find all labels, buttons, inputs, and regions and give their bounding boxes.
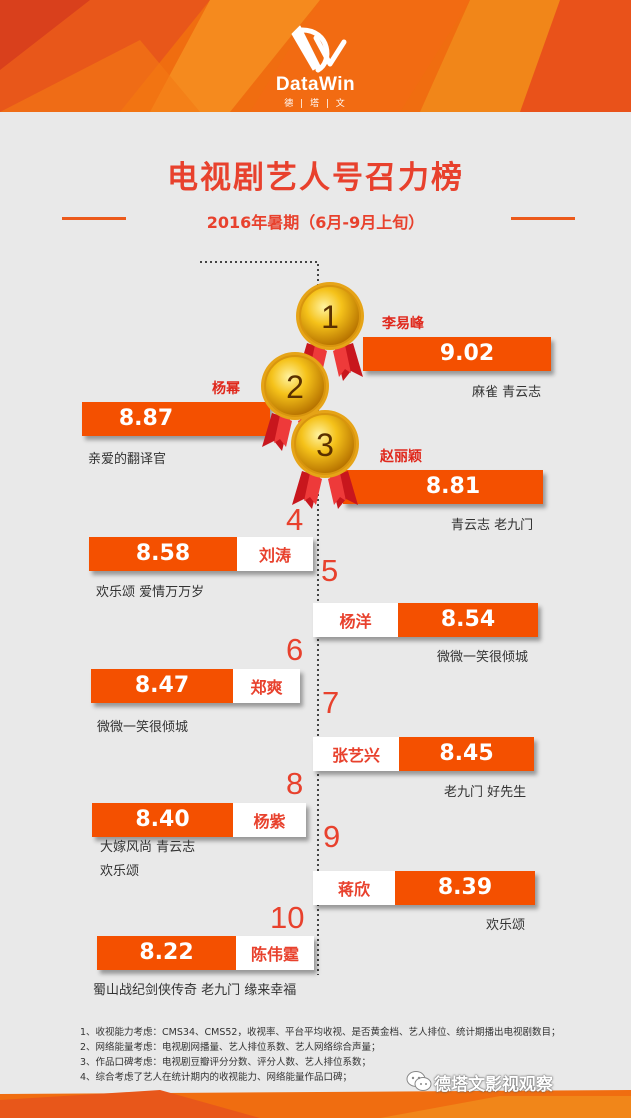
rank-number: 9 [323, 819, 341, 854]
score-bar [343, 470, 543, 504]
header-banner: DataWin 德 | 塔 | 文 [0, 0, 631, 112]
score-bar [363, 337, 551, 371]
score-value: 8.81 [425, 474, 481, 499]
works-text: 麻雀 青云志 [472, 385, 542, 400]
score-value: 8.87 [118, 406, 174, 431]
score-value: 8.22 [139, 940, 194, 965]
rank-number: 10 [270, 900, 305, 935]
page-title: 电视剧艺人号召力榜 [167, 160, 464, 196]
works-text: 微微一笑很倾城 [437, 650, 529, 665]
rank-number: 4 [286, 502, 304, 537]
datawin-logo-icon [291, 25, 347, 73]
artist-name-box: 刘涛 [237, 537, 313, 571]
works-text: 老九门 好先生 [444, 785, 527, 800]
works-text: 欢乐颂 [486, 918, 526, 933]
artist-name: 赵丽颖 [380, 449, 422, 465]
title-divider-left [62, 217, 126, 220]
works-text: 青云志 老九门 [451, 518, 534, 533]
works-text: 蜀山战纪剑侠传奇 老九门 缘来幸福 [93, 983, 297, 998]
medal-rank-number: 2 [286, 369, 304, 405]
artist-name-box: 陈伟霆 [236, 936, 314, 970]
score-value: 8.39 [437, 875, 493, 900]
score-value: 8.40 [135, 807, 190, 832]
watermark-text: 德塔文影视观察 [434, 1075, 553, 1095]
artist-name: 杨幂 [212, 381, 240, 397]
note-line: 4、综合考虑了艺人在统计期内的收视能力、网络能量作品口碑； [80, 1072, 353, 1083]
works-text: 欢乐颂 爱情万万岁 [96, 585, 205, 600]
rank-number: 7 [322, 685, 340, 720]
wechat-icon [406, 1070, 432, 1092]
artist-name-box: 郑爽 [233, 669, 300, 703]
brand-subtitle: 德 | 塔 | 文 [284, 99, 347, 109]
medal-rank-number: 1 [321, 299, 339, 335]
note-line: 3、作品口碑考虑：电视剧豆瓣评分分数、评分人数、艺人排位系数； [80, 1057, 372, 1068]
score-value: 8.58 [135, 541, 191, 566]
works-text: 大嫁风尚 青云志 [100, 840, 196, 855]
artist-name-box: 杨紫 [233, 803, 306, 837]
score-value: 8.54 [440, 607, 496, 632]
gold-medal-icon: 3 [291, 410, 359, 509]
medal-rank-number: 3 [316, 427, 334, 463]
footer-banner [0, 1090, 631, 1118]
brand-name: DataWin [275, 74, 356, 95]
title-divider-right [511, 217, 575, 220]
page-subtitle: 2016年暑期（6月-9月上旬） [206, 213, 425, 232]
rank-number: 8 [286, 766, 304, 801]
works-text: 亲爱的翻译官 [88, 452, 167, 467]
artist-name-box: 杨洋 [313, 603, 398, 637]
artist-name-box: 张艺兴 [313, 737, 399, 771]
artist-name: 李易峰 [382, 316, 424, 332]
score-value: 8.45 [439, 741, 494, 766]
artist-name-box: 蒋欣 [313, 871, 395, 905]
header-background [0, 0, 631, 112]
rank-number: 5 [321, 553, 339, 588]
works-text-line2: 欢乐颂 [100, 864, 140, 879]
methodology-notes: 1、收视能力考虑：CMS34、CMS52，收视率、平台平均收视、是否黄金档、艺人… [80, 1025, 600, 1085]
score-value: 8.47 [134, 673, 190, 698]
note-line: 2、网络能量考虑：电视剧网播量、艺人排位系数、艺人网络综合声量； [80, 1042, 381, 1053]
score-value: 9.02 [439, 341, 495, 366]
score-bar [82, 402, 270, 436]
works-text: 微微一笑很倾城 [97, 720, 189, 735]
note-line: 1、收视能力考虑：CMS34、CMS52，收视率、平台平均收视、是否黄金档、艺人… [80, 1027, 561, 1038]
rank-number: 6 [286, 632, 304, 667]
